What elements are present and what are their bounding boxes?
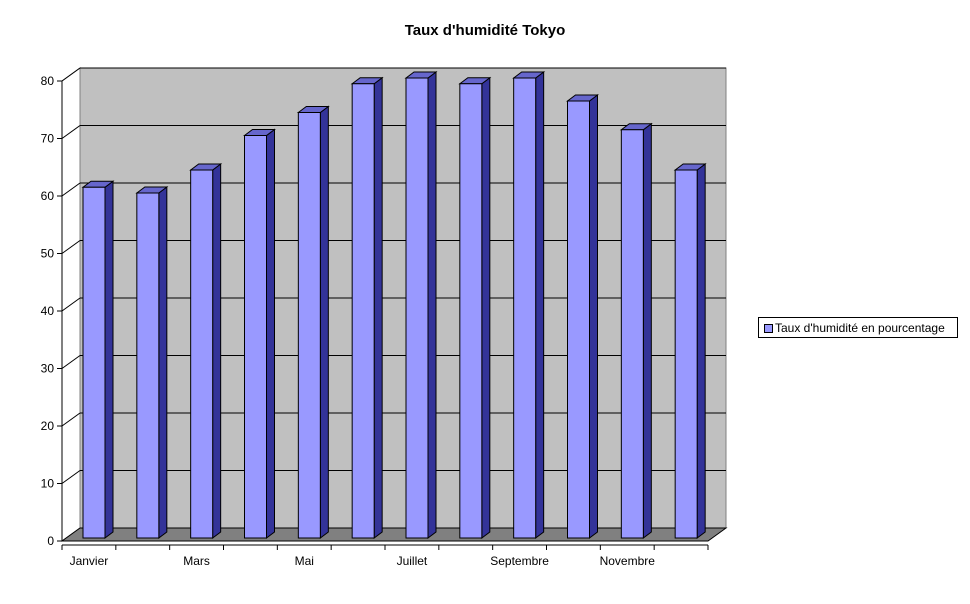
x-tick-label: Mars <box>183 554 210 568</box>
bar <box>567 100 590 539</box>
bar <box>620 129 644 539</box>
bar <box>190 169 214 539</box>
bar <box>82 186 106 539</box>
y-tick-label: 10 <box>41 477 55 491</box>
bars <box>81 71 707 539</box>
gridline-side <box>61 125 81 139</box>
bar <box>351 83 375 539</box>
legend: Taux d'humidité en pourcentage <box>758 317 958 338</box>
bar-side <box>481 76 491 539</box>
y-tick-label: 80 <box>41 74 55 88</box>
bar-side <box>642 122 652 539</box>
gridline-side <box>61 355 81 369</box>
y-tick-label: 50 <box>41 247 55 261</box>
bar <box>136 192 160 539</box>
gridline-side <box>61 67 81 82</box>
gridline-side <box>61 182 81 197</box>
legend-swatch <box>764 324 773 333</box>
bar-side <box>373 76 383 539</box>
bar-side <box>158 186 168 539</box>
axis-labels: 0 10 20 30 40 50 60 70 80 Janvier Mars Mai Juillet Se… <box>41 74 656 568</box>
gridlines <box>61 67 726 484</box>
bar <box>513 77 537 539</box>
bar <box>297 112 321 539</box>
legend-label: Taux d'humidité en pourcentage <box>775 321 945 335</box>
x-tick-label: Janvier <box>70 554 109 568</box>
bar <box>459 83 483 539</box>
bar <box>244 135 267 539</box>
bar-side <box>589 94 598 539</box>
gridline-side <box>61 240 81 254</box>
y-tick-label: 0 <box>47 534 54 548</box>
bar-side <box>266 128 275 539</box>
x-tick-label: Mai <box>295 554 314 568</box>
axes <box>57 80 709 550</box>
x-tick-label: Septembre <box>490 554 549 568</box>
x-tick-label: Juillet <box>397 554 428 568</box>
bar-side <box>535 71 545 539</box>
gridline-side <box>61 470 81 484</box>
y-tick-label: 60 <box>41 189 55 203</box>
bar-side <box>212 163 222 539</box>
y-tick-label: 70 <box>41 132 55 146</box>
y-tick-label: 20 <box>41 419 55 433</box>
x-tick-label: Novembre <box>600 554 656 568</box>
bar-side <box>319 105 329 539</box>
bar-side <box>104 180 114 539</box>
bar <box>674 169 698 539</box>
gridline-side <box>61 297 81 312</box>
plot-floor <box>60 527 728 542</box>
bar <box>405 77 429 539</box>
bar-side <box>696 163 706 539</box>
bar-side <box>427 71 437 539</box>
gridline-side <box>61 412 81 427</box>
chart-title: Taux d'humidité Tokyo <box>404 22 566 39</box>
y-tick-label: 30 <box>41 362 55 376</box>
y-tick-label: 40 <box>41 304 55 318</box>
